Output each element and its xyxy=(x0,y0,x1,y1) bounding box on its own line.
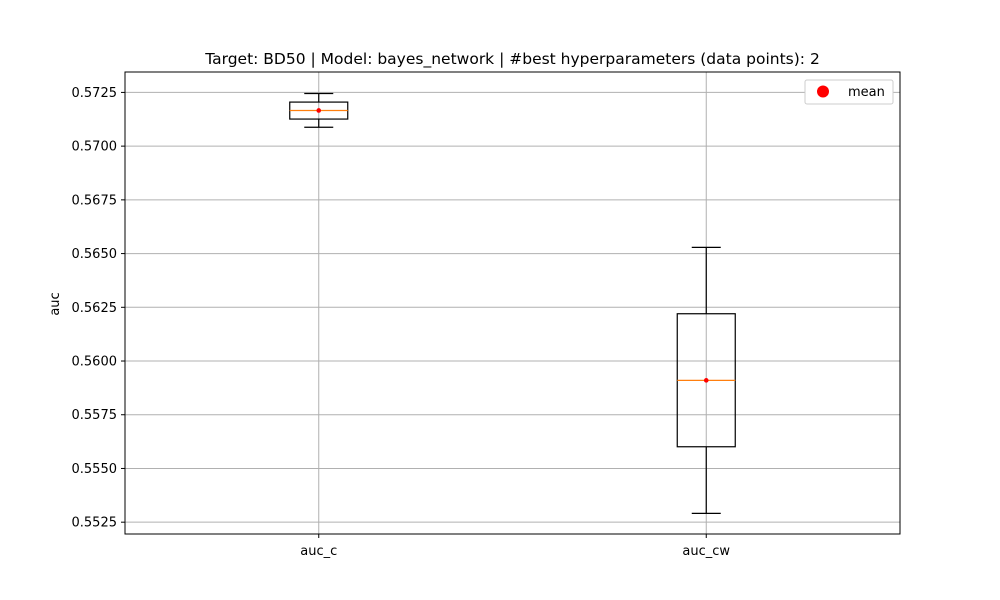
y-tick-label: 0.5550 xyxy=(72,462,118,477)
y-tick-label: 0.5600 xyxy=(72,355,118,370)
legend-frame xyxy=(804,79,894,105)
plot-frame xyxy=(124,71,901,535)
y-tick-label: 0.5700 xyxy=(72,140,118,155)
mean-marker xyxy=(316,108,322,113)
y-tick-label: 0.5575 xyxy=(72,408,118,423)
y-tick-label: 0.5675 xyxy=(72,193,118,208)
box-series xyxy=(289,92,736,514)
x-tick-label: auc_c xyxy=(300,544,337,559)
y-tick-label: 0.5625 xyxy=(72,301,118,316)
legend: mean xyxy=(804,79,894,105)
y-tick-label: 0.5650 xyxy=(72,247,118,262)
y-axis-label: auc xyxy=(48,292,63,315)
box-auc_c xyxy=(289,92,349,128)
chart-title: Target: BD50 | Model: bayes_network | #b… xyxy=(204,50,820,69)
x-tick-label: auc_cw xyxy=(682,544,730,559)
legend-mean-marker xyxy=(817,85,829,98)
mean-marker xyxy=(703,378,709,383)
box-auc_cw xyxy=(676,246,736,514)
y-tick-label: 0.5525 xyxy=(72,516,118,531)
axes: 0.5525 0.5550 0.5575 0.5600 0.5625 0.5650 0.56… xyxy=(72,71,901,559)
y-tick-label: 0.5725 xyxy=(72,86,118,101)
legend-mean-label: mean xyxy=(848,85,885,100)
